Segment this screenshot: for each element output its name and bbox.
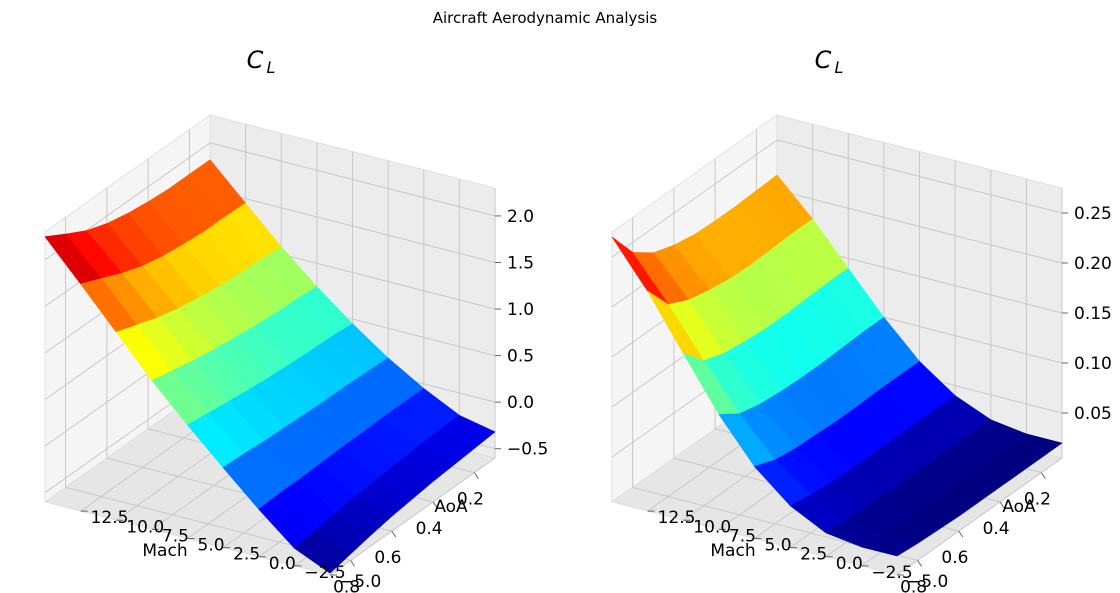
figure-suptitle: Aircraft Aerodynamic Analysis	[433, 9, 658, 27]
x-tick-label: 0.2	[457, 490, 484, 510]
x-tick-label: 0.8	[333, 577, 360, 593]
y-tick-label: 10.0	[693, 517, 731, 537]
y-axis-label: AoA	[434, 497, 468, 517]
x-axis-label: Mach	[710, 541, 755, 561]
plot-title-subscript: L	[267, 58, 276, 77]
plot-title: C	[815, 46, 832, 74]
surface-plot-right: 0.2 0.4 0.6 0.8−5.0−2.5 0.0 2.5 5.0 7.510.012.5…	[611, 46, 1112, 593]
gridline-x	[632, 217, 918, 561]
z-tick-label: 1.0	[507, 300, 534, 320]
z-tick-label: 0.25	[1074, 204, 1112, 224]
gridline-z	[44, 142, 496, 261]
z-tick-label: 1.5	[507, 254, 534, 274]
gridline-x	[65, 217, 351, 561]
surface-patch	[861, 533, 918, 557]
y-tick-label: 12.5	[91, 508, 129, 528]
plot-title: C	[247, 46, 264, 74]
x-tick-mark	[958, 530, 964, 538]
x-tick-mark	[1040, 472, 1046, 479]
surface	[611, 174, 1063, 557]
z-tick-label: 0.15	[1074, 304, 1112, 324]
y-tick-label: 0.0	[269, 554, 296, 574]
x-tick-label: 0.2	[1024, 490, 1051, 510]
x-tick-mark	[432, 501, 438, 509]
surface	[44, 159, 496, 574]
z-tick-label: 0.5	[507, 347, 534, 367]
gridline-z	[611, 139, 1063, 258]
x-tick-mark	[391, 530, 397, 538]
y-tick-label: −2.5	[304, 563, 345, 583]
y-tick-label: −2.5	[871, 563, 912, 583]
x-tick-label: 0.4	[416, 519, 443, 539]
z-tick-label: 0.05	[1074, 404, 1112, 424]
y-tick-label: 10.0	[126, 517, 164, 537]
gridline-y	[896, 188, 1063, 576]
z-tick-label: 2.0	[507, 207, 534, 227]
y-tick-label: 5.0	[198, 536, 225, 556]
y-tick-label: 5.0	[765, 536, 792, 556]
z-tick-label: −0.5	[507, 440, 548, 460]
y-tick-label: 2.5	[233, 545, 260, 565]
z-tick-label: 0.20	[1074, 254, 1112, 274]
x-tick-mark	[350, 560, 356, 567]
z-tick-label: 0.0	[507, 393, 534, 413]
y-tick-label: −5.0	[907, 572, 948, 592]
y-tick-label: 0.0	[836, 554, 863, 574]
x-tick-label: 0.6	[941, 548, 968, 568]
plot-title-subscript: L	[835, 58, 844, 77]
x-tick-label: 0.4	[983, 519, 1010, 539]
x-axis-label: Mach	[142, 541, 187, 561]
y-tick-label: −5.0	[340, 572, 381, 592]
surface-patch	[294, 530, 351, 574]
surface-plot-left: 0.2 0.4 0.6 0.8−5.0−2.5 0.0 2.5 5.0 7.510.012.5…	[44, 46, 548, 593]
z-tick-label: 0.10	[1074, 354, 1112, 374]
x-tick-mark	[917, 560, 923, 567]
y-axis-label: AoA	[1002, 497, 1036, 517]
y-tick-label: 7.5	[162, 526, 189, 546]
gridline-y	[329, 188, 496, 576]
y-tick-label: 12.5	[658, 508, 696, 528]
x-tick-label: 0.8	[900, 577, 927, 593]
x-tick-mark	[473, 472, 479, 479]
y-tick-label: 7.5	[729, 526, 756, 546]
x-tick-mark	[999, 501, 1005, 509]
x-tick-label: 0.6	[374, 548, 401, 568]
y-tick-label: 2.5	[800, 545, 827, 565]
